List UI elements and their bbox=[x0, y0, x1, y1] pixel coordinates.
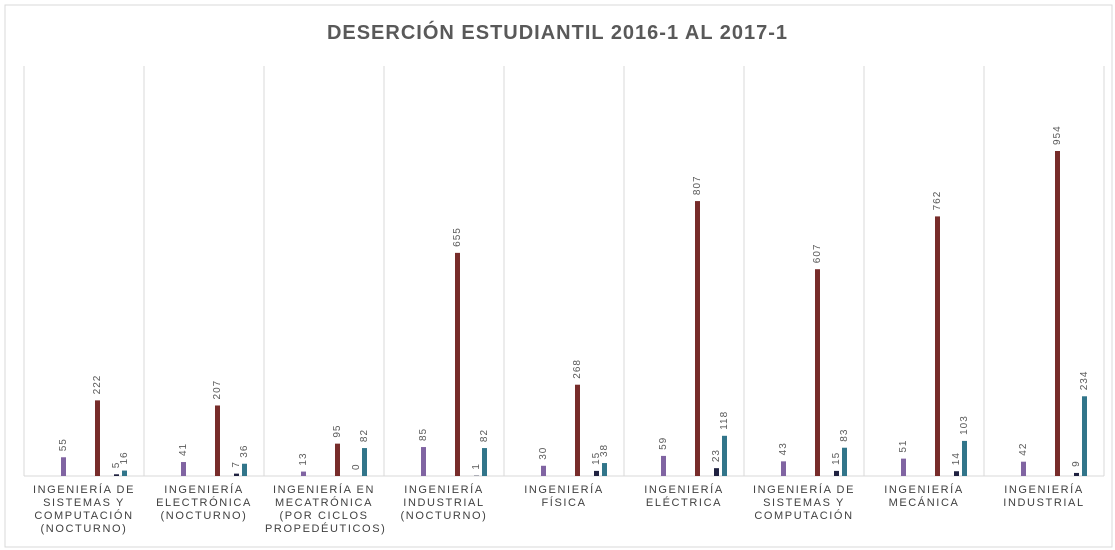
bar bbox=[1021, 461, 1026, 476]
value-label: 7 bbox=[231, 461, 242, 468]
value-label: 38 bbox=[599, 444, 610, 457]
value-label: 0 bbox=[351, 463, 362, 470]
x-tick-label: INGENIERÍA INDUSTRIAL (NOCTURNO) bbox=[400, 484, 488, 522]
value-label: 607 bbox=[812, 244, 823, 264]
value-label: 16 bbox=[119, 451, 130, 464]
value-label: 268 bbox=[572, 359, 583, 379]
x-tick-label: INGENIERÍA EN MECATRÓNICA (POR CICLOS PR… bbox=[265, 484, 387, 535]
value-label: 9 bbox=[1071, 460, 1082, 467]
value-label: 118 bbox=[719, 411, 730, 430]
bar bbox=[722, 435, 727, 476]
bar bbox=[815, 269, 820, 476]
bar bbox=[575, 384, 580, 476]
bar bbox=[301, 471, 306, 476]
bar bbox=[114, 474, 119, 476]
value-label: 41 bbox=[178, 443, 189, 456]
value-label: 36 bbox=[239, 445, 250, 458]
bar bbox=[1082, 396, 1087, 476]
bar bbox=[661, 455, 666, 476]
chart-title: DESERCIÓN ESTUDIANTIL 2016-1 AL 2017-1 bbox=[326, 22, 789, 44]
bar bbox=[61, 457, 66, 476]
bar bbox=[541, 465, 546, 476]
bar bbox=[714, 468, 719, 476]
bar bbox=[335, 443, 340, 476]
bar bbox=[234, 473, 239, 476]
bar bbox=[421, 447, 426, 476]
value-label: 5 bbox=[111, 462, 122, 469]
bar bbox=[962, 440, 967, 476]
bar bbox=[602, 463, 607, 476]
bar bbox=[834, 470, 839, 476]
x-tick-label: INGENIERÍA MECÁNICA bbox=[884, 484, 964, 509]
bar bbox=[215, 405, 220, 476]
value-label: 807 bbox=[692, 175, 703, 195]
value-label: 655 bbox=[452, 227, 463, 247]
bar bbox=[95, 400, 100, 476]
value-label: 43 bbox=[778, 442, 789, 455]
value-label: 51 bbox=[898, 440, 909, 453]
value-label: 83 bbox=[839, 429, 850, 442]
value-label: 762 bbox=[932, 191, 943, 211]
value-label: 103 bbox=[959, 415, 970, 435]
x-tick-label: INGENIERÍA FÍSICA bbox=[524, 484, 604, 509]
value-label: 954 bbox=[1052, 125, 1063, 145]
bar bbox=[482, 448, 487, 476]
bar bbox=[901, 458, 906, 476]
value-label: 95 bbox=[332, 425, 343, 438]
bar bbox=[695, 201, 700, 476]
x-tick-label: INGENIERÍA DE SISTEMAS Y COMPUTACIÓN (NO… bbox=[32, 484, 136, 535]
x-tick-label: INGENIERÍA INDUSTRIAL bbox=[1003, 484, 1085, 509]
value-label: 14 bbox=[951, 452, 962, 465]
chart-border bbox=[4, 4, 1113, 548]
value-label: 82 bbox=[479, 429, 490, 442]
bar bbox=[181, 462, 186, 476]
bar bbox=[455, 252, 460, 476]
x-tick-label: INGENIERÍA ELECTRÓNICA (NOCTURNO) bbox=[156, 484, 252, 522]
value-label: 23 bbox=[711, 449, 722, 462]
bar bbox=[362, 448, 367, 476]
bar bbox=[935, 216, 940, 476]
value-label: 15 bbox=[591, 452, 602, 465]
value-label: 1 bbox=[471, 463, 482, 470]
x-tick-label: INGENIERÍA DE SISTEMAS Y COMPUTACIÓN bbox=[752, 484, 856, 522]
bar bbox=[954, 471, 959, 476]
x-tick-label: INGENIERÍA ELÉCTRICA bbox=[644, 484, 724, 509]
value-label: 42 bbox=[1018, 443, 1029, 456]
bar bbox=[1055, 151, 1060, 476]
bar bbox=[122, 470, 127, 476]
value-label: 207 bbox=[212, 380, 223, 400]
value-label: 85 bbox=[418, 428, 429, 441]
bar bbox=[842, 447, 847, 476]
value-label: 222 bbox=[92, 375, 103, 395]
value-label: 55 bbox=[58, 438, 69, 451]
value-label: 30 bbox=[538, 447, 549, 460]
value-label: 15 bbox=[831, 452, 842, 465]
bar bbox=[242, 463, 247, 476]
value-label: 59 bbox=[658, 437, 669, 450]
value-label: 82 bbox=[359, 429, 370, 442]
value-label: 234 bbox=[1079, 371, 1090, 391]
bar bbox=[781, 461, 786, 476]
value-label: 13 bbox=[298, 452, 309, 465]
bar bbox=[594, 470, 599, 476]
bar bbox=[1074, 472, 1079, 476]
